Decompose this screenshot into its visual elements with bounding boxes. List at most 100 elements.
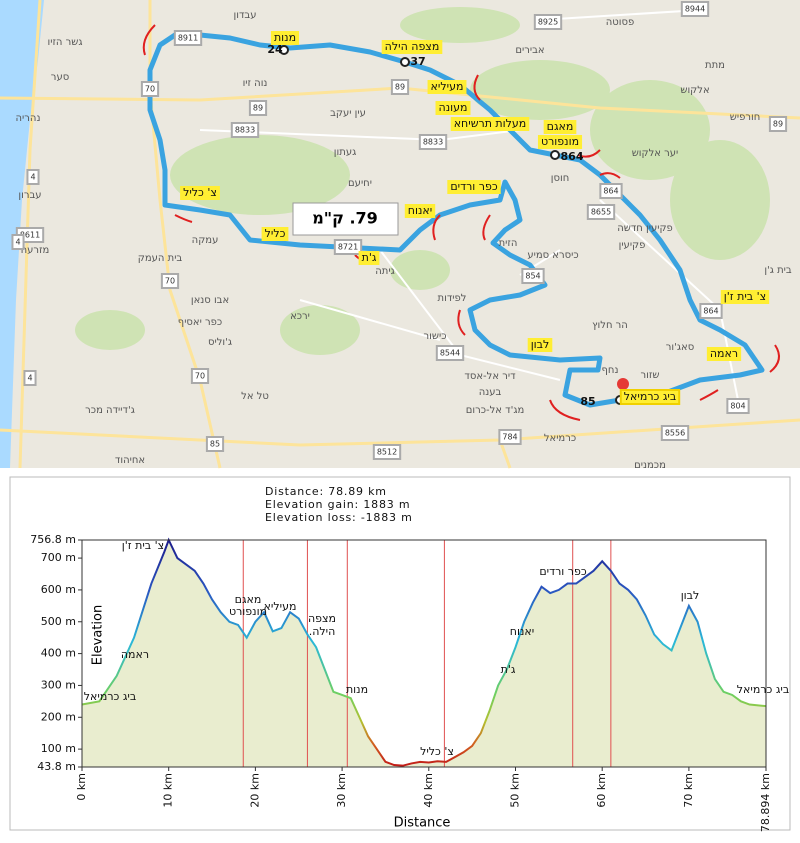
place-name: מג'ד אל-כרום (466, 405, 525, 416)
place-name: כיסרא סמיע (527, 250, 578, 261)
place-name: סאג'ור (666, 342, 694, 353)
road-number-box (11, 234, 25, 250)
road-number: 8833 (423, 138, 443, 147)
forest-areas (75, 7, 770, 355)
x-axis-title: Distance (394, 816, 451, 831)
place-name: יחיעם (348, 178, 372, 189)
waypoint (550, 150, 560, 160)
road-number: 8721 (338, 243, 358, 252)
place-name: אלקוש (680, 85, 709, 96)
profile-annotation: ג'ת (501, 663, 516, 676)
route-label-box (450, 117, 530, 131)
place-name: טל אל (241, 391, 269, 402)
road-number-box (768, 116, 788, 132)
road-number: 864 (703, 307, 718, 316)
x-tick-label: 40 km (422, 773, 435, 808)
road-number-box (205, 436, 225, 452)
route-label: כפר ורדים (450, 180, 498, 193)
place-name: ג'דיידה מכר (85, 405, 135, 416)
x-tick-label: 50 km (508, 773, 521, 808)
y-tick-label: 43.8 m (37, 760, 76, 773)
road-number-box (372, 444, 402, 460)
route-label-box (261, 227, 289, 241)
x-tick-label: 0 km (75, 773, 88, 801)
road-number-box (418, 134, 448, 150)
road-number-box (599, 183, 623, 199)
place-name: דיר אל-אסד (464, 371, 516, 382)
profile-annotation: מצפה (308, 612, 336, 625)
x-tick-label: 20 km (248, 773, 261, 808)
profile-annotation: מונפורט (229, 605, 267, 618)
route-label-box (527, 338, 553, 352)
waypoint (279, 45, 289, 55)
road-number: 85 (210, 440, 220, 449)
place-name: בית העמק (138, 253, 183, 264)
route-label: יאנוח (408, 204, 432, 217)
waypoint-number: 864 (561, 150, 584, 163)
place-name: נחף (602, 365, 619, 376)
road-number-box (533, 14, 563, 30)
road-number: 804 (730, 402, 745, 411)
x-tick-label: 30 km (335, 773, 348, 808)
y-tick-label: 300 m (41, 678, 76, 691)
place-name: חוסן (551, 173, 569, 184)
place-name: עין יעקב (330, 108, 366, 119)
profile-annotation: ביג כרמיאל (737, 683, 789, 696)
route-label-box (537, 135, 583, 149)
road-number: 864 (603, 187, 618, 196)
destination-pin (617, 378, 629, 390)
route-label-box (270, 31, 300, 45)
road-number: 8911 (178, 34, 198, 43)
road-number: 70 (195, 372, 205, 381)
distance-badge-box (292, 202, 399, 236)
route-label: כליל (265, 227, 286, 240)
distance-badge: 79. ק"מ (312, 209, 378, 228)
route-label: מעונה (439, 101, 468, 114)
road-number: 89 (253, 104, 263, 113)
road-number-box (248, 100, 268, 116)
road-number: 4 (15, 238, 20, 247)
x-tick-label: 10 km (162, 773, 175, 808)
place-name: נהריה (16, 113, 41, 124)
road-number: 8944 (685, 5, 705, 14)
place-name: בית ג'ן (764, 265, 792, 276)
route-label-box (619, 389, 681, 405)
road-number: 89 (773, 120, 783, 129)
road-number: 854 (525, 272, 540, 281)
place-name: פקיעין חדשה (617, 223, 673, 234)
place-name: בענה (479, 387, 502, 398)
place-name: מכמנים (634, 460, 666, 471)
place-name: סער (51, 72, 69, 83)
place-name: כפר יאסיף (178, 317, 222, 328)
route-label-box (706, 347, 742, 361)
place-name: פקיעין (619, 240, 646, 251)
elevation-line (81, 537, 767, 767)
profile-annotation: הילה. (309, 625, 336, 638)
road-number-box (190, 368, 210, 384)
route-label: מונפורט (541, 135, 579, 148)
sea (0, 0, 44, 468)
route-label-box (447, 180, 501, 194)
place-name: כישור (424, 331, 447, 342)
road-number: 89 (395, 83, 405, 92)
route-label-box (358, 251, 380, 265)
road-number-box (160, 273, 180, 289)
road-number: 4 (30, 173, 35, 182)
route-label: צ' בית ז'ן (724, 290, 766, 303)
place-name: ירכא (290, 311, 310, 322)
waypoint-number: 85 (580, 395, 595, 408)
route-label: ראמה (710, 347, 738, 360)
road-number: 784 (502, 433, 517, 442)
route-label: ג'ת (362, 251, 377, 264)
profile-annotation: מנות (346, 683, 368, 696)
road-number-box (660, 425, 690, 441)
road-number-box (435, 345, 465, 361)
profile-annotation: צ' בית ז'ן (122, 539, 164, 552)
place-name: חורפיש (730, 112, 760, 123)
road-number: 4 (27, 374, 32, 383)
road-number-box (680, 1, 710, 17)
profile-annotation: כפר ורדים (539, 565, 587, 578)
profile-annotation: צ' כליל (420, 745, 454, 758)
waypoint (400, 57, 410, 67)
profile-info: Elevation gain: 1883 m (265, 498, 410, 511)
